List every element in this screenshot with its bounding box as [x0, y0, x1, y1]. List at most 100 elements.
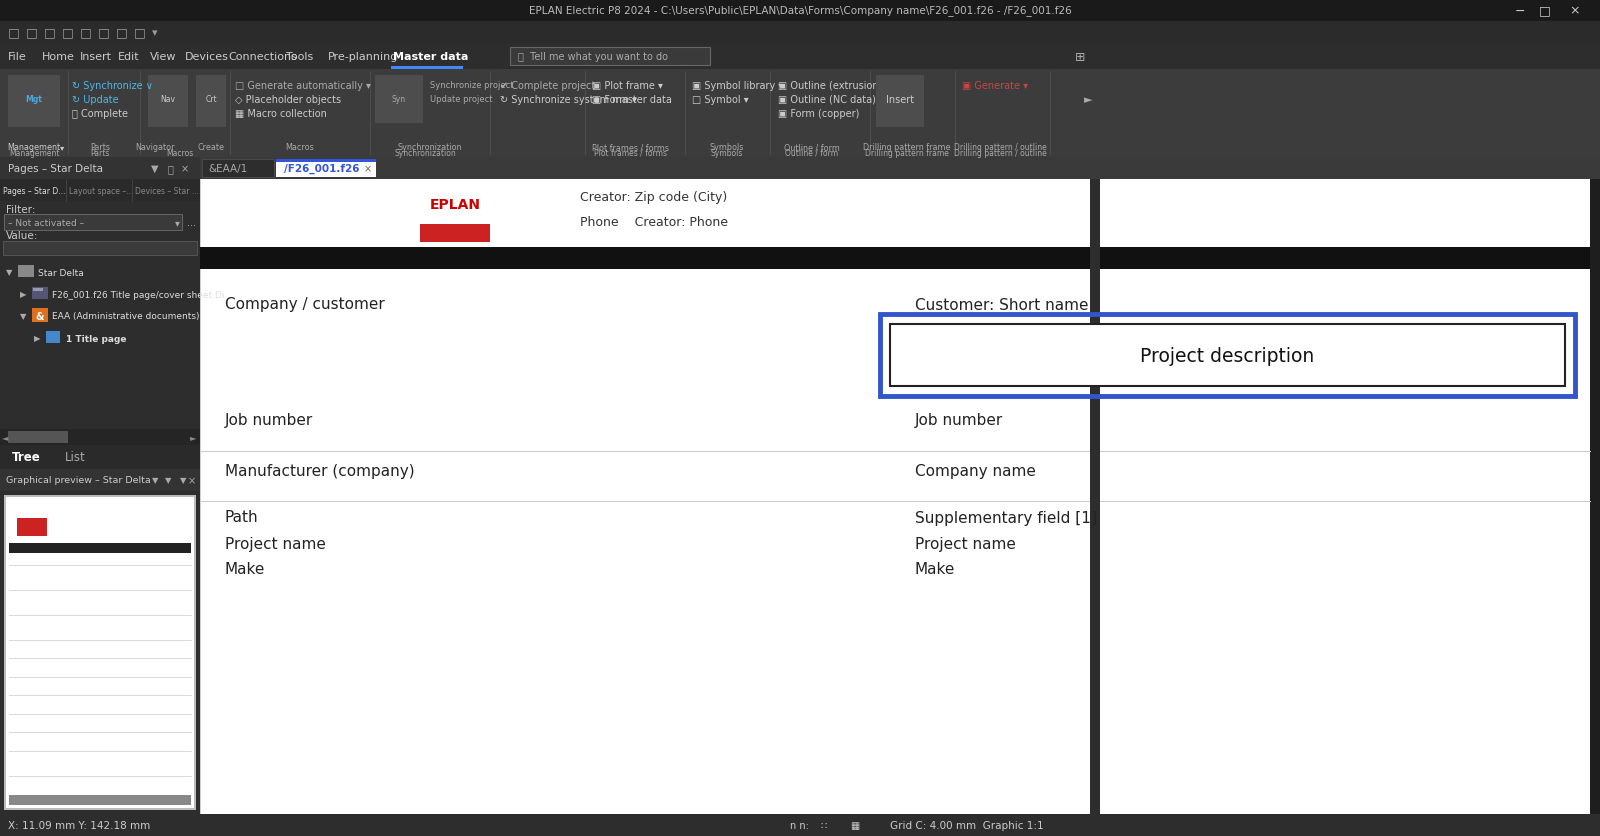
Text: Edit: Edit: [118, 52, 139, 62]
Bar: [0, 158, 200, 814]
Text: Drilling pattern frame: Drilling pattern frame: [866, 148, 949, 157]
Text: ►: ►: [1083, 95, 1093, 104]
Text: □: □: [26, 27, 38, 39]
Text: File: File: [8, 52, 27, 62]
Bar: [0, 470, 200, 492]
Text: &EAA/1: &EAA/1: [208, 164, 248, 174]
Text: ×: ×: [181, 164, 189, 174]
Text: Pages – Star Delta: Pages – Star Delta: [8, 164, 102, 174]
Text: Pages – Star D...: Pages – Star D...: [3, 186, 66, 196]
Bar: [0, 70, 1600, 158]
Text: ×: ×: [1570, 4, 1581, 18]
Bar: [510, 48, 710, 66]
Bar: [6, 497, 194, 808]
Text: ✔ Complete project: ✔ Complete project: [499, 81, 595, 91]
Bar: [277, 160, 376, 163]
Text: Macros: Macros: [166, 148, 194, 157]
Text: Creator: Zip code (City): Creator: Zip code (City): [579, 191, 728, 204]
Text: ▣ Generate ▾: ▣ Generate ▾: [962, 81, 1027, 91]
Text: Grid C: 4.00 mm  Graphic 1:1: Grid C: 4.00 mm Graphic 1:1: [890, 820, 1043, 830]
Text: Navigator: Navigator: [136, 143, 174, 152]
Text: □: □: [62, 27, 74, 39]
Bar: [34, 288, 43, 292]
Text: ▶: ▶: [34, 334, 40, 343]
Bar: [8, 431, 67, 443]
Text: Nav: Nav: [160, 95, 176, 104]
Bar: [3, 215, 182, 231]
Bar: [890, 324, 1565, 386]
Text: Master data: Master data: [394, 52, 469, 62]
Bar: [0, 158, 200, 180]
Bar: [46, 332, 61, 344]
Text: □: □: [1539, 4, 1550, 18]
Text: Make: Make: [915, 562, 955, 577]
Text: ▣ Plot frame ▾: ▣ Plot frame ▾: [592, 81, 662, 91]
Bar: [10, 543, 190, 553]
Text: Connections: Connections: [229, 52, 298, 62]
Bar: [147, 76, 189, 128]
Text: ◄: ◄: [2, 433, 8, 442]
Bar: [3, 496, 195, 810]
Text: ◇ Placeholder objects: ◇ Placeholder objects: [235, 95, 341, 104]
Bar: [877, 76, 925, 128]
Text: ▾: ▾: [59, 143, 64, 152]
Text: Plot frames / forms: Plot frames / forms: [592, 143, 669, 152]
Text: Insert: Insert: [886, 95, 914, 104]
Text: EAA (Administrative documents): EAA (Administrative documents): [51, 312, 200, 321]
Bar: [0, 227, 200, 260]
Text: List: List: [66, 451, 86, 464]
Text: □: □: [8, 27, 19, 39]
Bar: [18, 266, 34, 278]
Text: Create: Create: [197, 143, 224, 152]
Text: Syn: Syn: [392, 95, 406, 104]
Text: ▣ Outline (extrusion) ▾: ▣ Outline (extrusion) ▾: [778, 81, 890, 91]
Text: Mgt: Mgt: [26, 95, 43, 104]
Text: Parts: Parts: [90, 143, 110, 152]
Text: Customer: Short name: Customer: Short name: [915, 297, 1088, 312]
Text: Company / customer: Company / customer: [226, 297, 384, 312]
Text: EPLAN: EPLAN: [429, 198, 480, 212]
Text: Update project: Update project: [430, 95, 493, 104]
Text: ⬛ Complete: ⬛ Complete: [72, 109, 128, 119]
Text: □ Symbol ▾: □ Symbol ▾: [691, 95, 749, 104]
Text: Project name: Project name: [226, 537, 326, 552]
Text: Layout space –...: Layout space –...: [69, 186, 133, 196]
Bar: [277, 160, 376, 178]
Text: Star Delta: Star Delta: [38, 268, 83, 278]
Text: Tools: Tools: [286, 52, 314, 62]
Text: Filter:: Filter:: [6, 205, 35, 215]
Text: Insert: Insert: [80, 52, 112, 62]
Text: ▦ Macro collection: ▦ Macro collection: [235, 109, 326, 119]
Text: ⧉: ⧉: [166, 164, 173, 174]
Bar: [419, 225, 490, 242]
Text: Devices: Devices: [186, 52, 229, 62]
Bar: [0, 180, 200, 201]
Text: ▦: ▦: [850, 820, 859, 830]
Bar: [1090, 158, 1101, 814]
Text: Plot frames / forms: Plot frames / forms: [594, 148, 667, 157]
Bar: [3, 242, 197, 256]
Bar: [0, 0, 1600, 22]
Text: Manufacturer (company): Manufacturer (company): [226, 464, 414, 479]
Text: ▼: ▼: [152, 476, 158, 485]
Text: ▼: ▼: [152, 164, 158, 174]
Text: Management: Management: [8, 148, 59, 157]
Text: &: &: [35, 312, 45, 322]
Text: Job number: Job number: [226, 412, 314, 427]
Text: /F26_001.f26: /F26_001.f26: [285, 164, 360, 174]
Bar: [202, 160, 274, 178]
Text: Symbols: Symbols: [710, 148, 742, 157]
Text: ▼: ▼: [165, 476, 171, 485]
Bar: [18, 518, 46, 537]
Bar: [8, 76, 61, 128]
Text: □: □: [115, 27, 128, 39]
Text: – Not activated –: – Not activated –: [8, 218, 85, 227]
Bar: [32, 308, 48, 323]
Text: ▣ Form ▾: ▣ Form ▾: [592, 95, 637, 104]
Text: Synchronization: Synchronization: [394, 148, 456, 157]
Text: Home: Home: [42, 52, 75, 62]
Bar: [10, 795, 190, 805]
Bar: [0, 201, 200, 227]
Text: Drilling pattern / outline: Drilling pattern / outline: [954, 148, 1046, 157]
Text: ▾: ▾: [174, 217, 179, 227]
